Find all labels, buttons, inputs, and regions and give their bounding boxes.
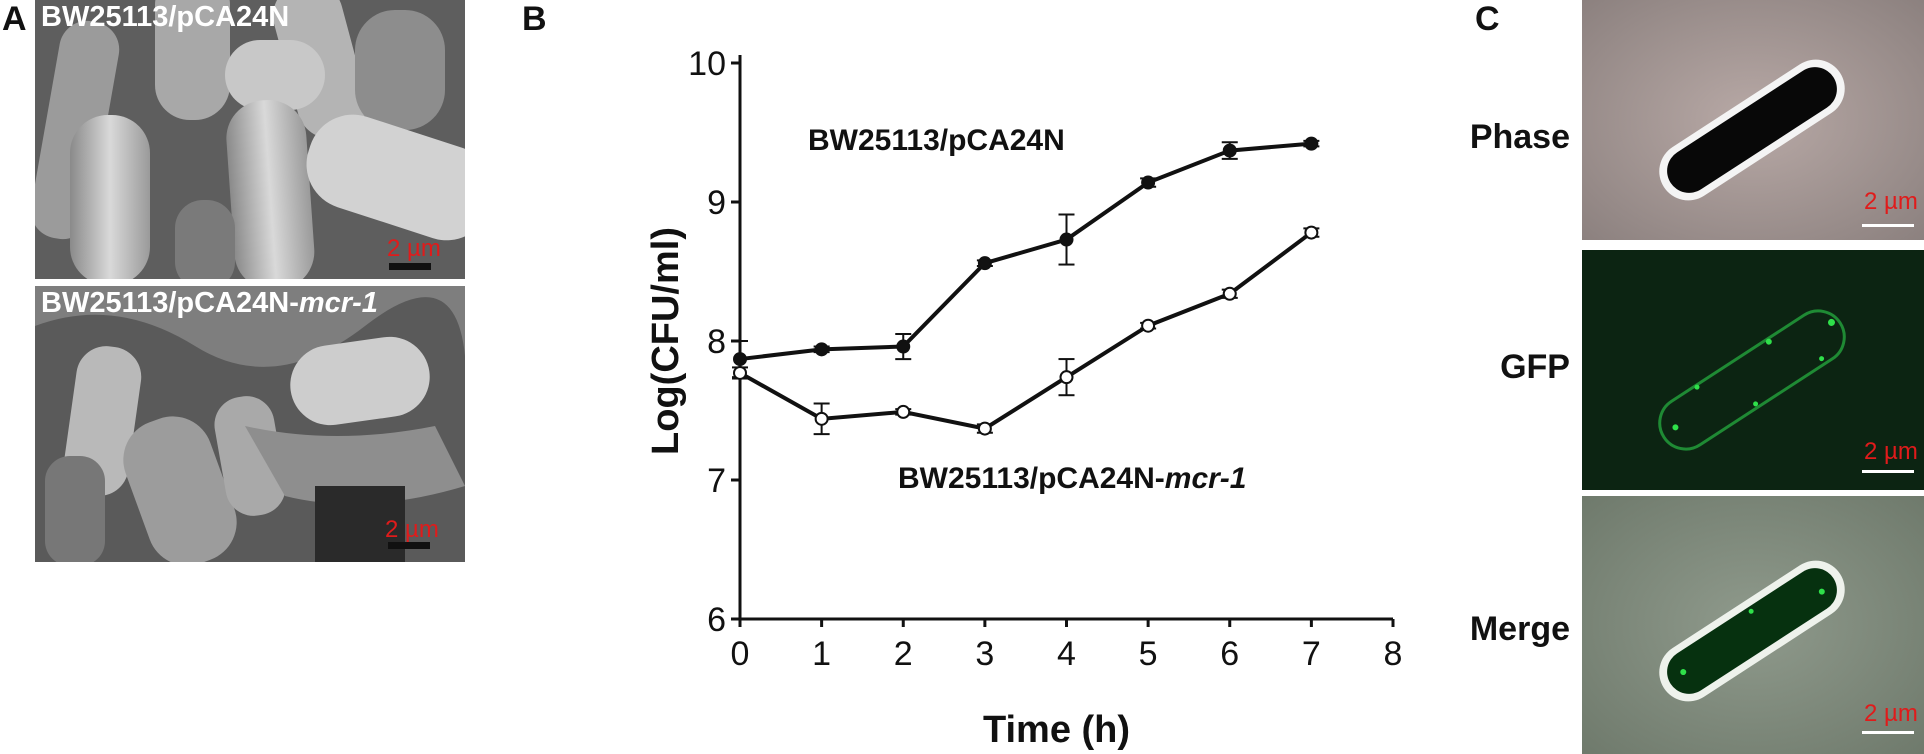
- merge-scale-bar: [1862, 731, 1914, 734]
- data-point-filled: [1059, 232, 1074, 247]
- merge-label: Merge: [1469, 610, 1570, 648]
- x-tick-label: 2: [894, 635, 913, 673]
- y-tick-label: 6: [707, 601, 726, 639]
- sem-top-picture: [35, 0, 465, 279]
- data-point-filled: [1141, 175, 1156, 190]
- data-point-open: [814, 411, 829, 426]
- chart-markers: [732, 136, 1320, 436]
- x-tick-label: 0: [731, 635, 750, 673]
- series-label-1: BW25113/pCA24N: [808, 124, 1065, 157]
- sem-image-top: BW25113/pCA24N 2 µm: [35, 0, 465, 279]
- gfp-picture: [1582, 250, 1924, 490]
- x-tick-label: 7: [1302, 635, 1321, 673]
- data-point-filled: [814, 342, 829, 357]
- merge-scale-text: 2 µm: [1864, 700, 1918, 727]
- data-point-filled: [977, 256, 992, 271]
- series-label-2: BW25113/pCA24N-mcr-1: [898, 462, 1246, 495]
- phase-picture: [1582, 0, 1924, 240]
- data-point-open: [977, 421, 992, 436]
- gfp-scale-text: 2 µm: [1864, 438, 1918, 465]
- chart-labels: Time (h) Log(CFU/ml) BW25113/pCA24N BW25113…: [645, 124, 1246, 751]
- phase-scale-text: 2 µm: [1864, 188, 1918, 215]
- panel-a-letter: A: [2, 0, 27, 38]
- data-point-filled: [896, 339, 911, 354]
- sem-top-scale-text: 2 µm: [387, 235, 441, 262]
- data-point-filled: [1304, 136, 1319, 151]
- x-tick-label: 5: [1139, 635, 1158, 673]
- gfp-scale-bar: [1862, 470, 1914, 473]
- panel-b-letter: B: [522, 0, 547, 38]
- sem-bottom-label: BW25113/pCA24N-mcr-1: [41, 287, 378, 320]
- sem-bottom-scale-text: 2 µm: [385, 516, 439, 543]
- y-tick-label: 8: [707, 323, 726, 361]
- series-label-2-gene: mcr-1: [1165, 462, 1247, 495]
- sem-top-scale-bar: [389, 263, 431, 270]
- merge-image: 2 µm: [1582, 496, 1924, 754]
- chart-axes: 0 1 2 3 4 5 6 7 8 6 7 8 9 10: [688, 45, 1402, 673]
- chart-series-lines: [739, 141, 1313, 431]
- y-tick-label: 9: [707, 184, 726, 222]
- merge-picture: [1582, 496, 1924, 754]
- series-line-1: [739, 141, 1312, 362]
- x-tick-label: 6: [1220, 635, 1239, 673]
- data-point-filled: [733, 352, 747, 367]
- x-tick-label: 4: [1057, 635, 1076, 673]
- sem-bottom-scale-bar: [388, 542, 430, 549]
- x-axis-title: Time (h): [983, 709, 1130, 751]
- sem-bottom-picture: [35, 286, 465, 562]
- x-tick-label: 1: [812, 635, 831, 673]
- data-point-open: [1141, 318, 1156, 333]
- gfp-image: 2 µm: [1582, 250, 1924, 490]
- phase-label: Phase: [1469, 118, 1570, 156]
- phase-scale-bar: [1862, 224, 1914, 227]
- data-point-open: [1304, 225, 1319, 240]
- sem-image-bottom: BW25113/pCA24N-mcr-1 2 µm: [35, 286, 465, 562]
- data-point-open: [896, 404, 911, 419]
- sem-top-label: BW25113/pCA24N: [41, 1, 290, 33]
- y-tick-label: 7: [707, 462, 726, 500]
- sem-bottom-label-prefix: BW25113/pCA24N-: [41, 287, 299, 319]
- sem-bottom-label-gene: mcr-1: [298, 287, 378, 319]
- x-tick-label: 8: [1384, 635, 1403, 673]
- panel-c-letter: C: [1475, 0, 1500, 38]
- y-tick-label: 10: [688, 45, 726, 83]
- x-tick-label: 3: [975, 635, 994, 673]
- gfp-label: GFP: [1500, 348, 1570, 386]
- phase-image: 2 µm: [1582, 0, 1924, 240]
- y-axis-title: Log(CFU/ml): [645, 227, 687, 455]
- series-line-2: [739, 230, 1313, 431]
- data-point-open: [1222, 286, 1237, 301]
- data-point-filled: [1222, 143, 1237, 158]
- series-label-2-prefix: BW25113/pCA24N-: [898, 462, 1165, 495]
- data-point-open: [1059, 370, 1074, 385]
- data-point-open: [733, 365, 747, 380]
